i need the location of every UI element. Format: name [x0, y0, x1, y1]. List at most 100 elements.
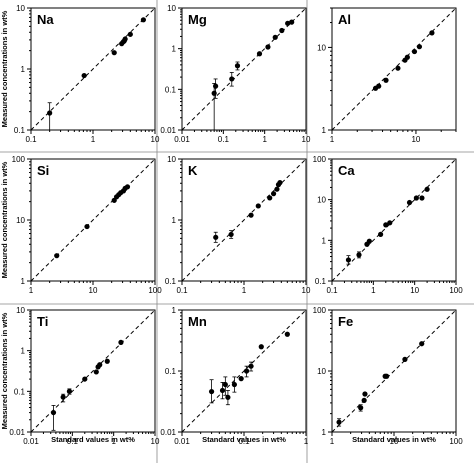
data-point: [60, 394, 66, 400]
panel-si: 1 10 100 1 10 100 Si Measured concentrations in…: [0, 155, 162, 295]
plot-frame: [331, 158, 457, 282]
data-point: [376, 83, 382, 89]
data-point: [413, 195, 419, 201]
reference-line: [332, 310, 456, 432]
data-point: [419, 341, 425, 347]
x-tick-label: 10: [411, 135, 420, 144]
y-tick-label: 1: [21, 65, 26, 74]
y-tick-label: 1: [322, 236, 327, 245]
panel-fe: 1 10 100 1 10 100 Fe Standard values in wt%: [313, 306, 464, 446]
x-axis-label: Standard values in wt%: [202, 435, 286, 444]
x-tick-label: 1: [262, 135, 267, 144]
data-point: [238, 376, 244, 382]
reference-line: [182, 8, 306, 130]
x-axis-label: Standard values in wt%: [51, 435, 135, 444]
x-tick-label: 10: [410, 286, 419, 295]
data-point: [285, 20, 291, 26]
data-point: [208, 388, 215, 395]
x-tick-label: 1: [330, 437, 335, 446]
data-point: [411, 48, 418, 55]
data-point: [82, 376, 88, 382]
element-label: Ca: [338, 163, 355, 178]
y-tick-label: 1: [172, 45, 177, 54]
x-tick-label: 0.01: [174, 437, 190, 446]
y-tick-label: 100: [12, 155, 26, 164]
y-tick-label: 10: [167, 4, 176, 13]
x-tick-label: 10: [151, 135, 160, 144]
panel-k: 0.1 1 10 0.1 1 10 K: [165, 155, 311, 295]
data-point: [362, 391, 368, 397]
data-point: [267, 195, 273, 201]
data-point: [122, 36, 128, 42]
x-tick-label: 1: [29, 286, 34, 295]
data-point: [384, 373, 390, 379]
element-label: Al: [338, 12, 351, 27]
data-point: [231, 381, 237, 388]
x-tick-label: 1: [304, 437, 309, 446]
y-tick-label: 10: [16, 216, 25, 225]
y-tick-label: 1: [21, 347, 26, 356]
x-tick-label: 0.1: [218, 135, 230, 144]
y-tick-label: 10: [317, 196, 326, 205]
data-point: [366, 238, 372, 244]
data-point: [124, 184, 131, 190]
data-point: [93, 369, 99, 375]
data-point: [97, 362, 103, 368]
reference-line: [31, 8, 155, 130]
data-point: [104, 358, 110, 364]
x-tick-label: 10: [302, 286, 311, 295]
y-tick-label: 1: [322, 126, 327, 135]
data-point: [383, 77, 389, 83]
data-point: [284, 331, 290, 337]
data-point: [248, 363, 254, 369]
data-point: [81, 72, 87, 79]
data-point: [265, 44, 271, 50]
panel-ti: 0.01 0.1 1 10 0.01 0.1 1 10 Ti Standard values in…: [0, 306, 160, 446]
data-point: [336, 419, 342, 425]
data-point: [274, 186, 280, 192]
y-tick-label: 10: [317, 367, 326, 376]
plot-frame: [30, 309, 156, 433]
data-point: [222, 381, 228, 388]
reference-line: [182, 159, 306, 281]
data-point: [225, 394, 231, 400]
data-point: [140, 17, 147, 23]
data-point: [255, 203, 261, 209]
panel-al: 1 10 1 10 Al: [317, 7, 457, 144]
y-tick-label: 1: [172, 306, 177, 315]
y-tick-label: 10: [167, 155, 176, 164]
y-tick-label: 0.01: [160, 428, 176, 437]
data-point: [395, 65, 401, 71]
data-point: [387, 220, 393, 226]
y-tick-label: 0.1: [165, 85, 177, 94]
element-label: Si: [37, 163, 49, 178]
data-point: [402, 356, 408, 362]
x-tick-label: 10: [302, 135, 311, 144]
data-point: [356, 252, 362, 258]
x-tick-label: 0.01: [174, 135, 190, 144]
data-point: [272, 34, 278, 40]
data-point: [213, 83, 219, 89]
data-point: [248, 212, 254, 218]
panel-ca: 0.1 1 10 100 0.1 1 10 100 Ca: [313, 155, 464, 295]
x-tick-label: 0.01: [23, 437, 39, 446]
y-tick-label: 100: [313, 155, 327, 164]
element-label: Ti: [37, 314, 48, 329]
data-point: [361, 397, 367, 403]
data-point: [419, 195, 425, 201]
data-point: [383, 222, 389, 228]
y-axis-label: Measured concentrations in wt%: [0, 10, 9, 127]
data-point: [234, 63, 241, 69]
y-tick-label: 0.1: [14, 126, 26, 135]
x-tick-label: 0.1: [176, 286, 188, 295]
panel-mg: 0.01 0.1 1 10 0.01 0.1 1 10 Mg: [160, 4, 311, 144]
x-tick-label: 100: [449, 286, 463, 295]
reference-line: [332, 8, 456, 130]
y-tick-label: 0.1: [165, 367, 177, 376]
data-point: [243, 368, 250, 374]
y-tick-label: 10: [16, 306, 25, 315]
y-tick-label: 0.01: [160, 126, 176, 135]
y-tick-label: 1: [172, 216, 177, 225]
y-axis-label: Measured concentrations in wt%: [0, 161, 9, 278]
x-tick-label: 0.1: [238, 437, 250, 446]
